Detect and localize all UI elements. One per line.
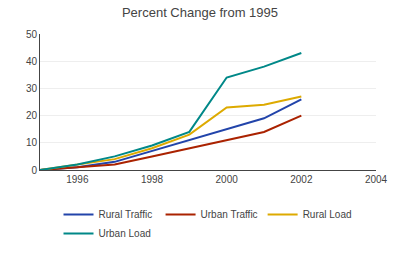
svg-text:Rural Traffic: Rural Traffic [99,209,153,220]
svg-text:30: 30 [26,83,38,94]
svg-text:40: 40 [26,56,38,67]
svg-text:Percent Change from 1995: Percent Change from 1995 [122,5,278,20]
svg-text:1998: 1998 [141,174,164,185]
svg-text:20: 20 [26,110,38,121]
svg-text:50: 50 [26,29,38,40]
svg-text:2000: 2000 [216,174,239,185]
svg-text:Rural Load: Rural Load [303,209,352,220]
svg-text:Urban Traffic: Urban Traffic [201,209,258,220]
svg-text:10: 10 [26,137,38,148]
svg-text:1996: 1996 [66,174,89,185]
svg-text:2004: 2004 [365,174,388,185]
svg-text:2002: 2002 [290,174,313,185]
svg-text:Urban Load: Urban Load [99,228,151,239]
svg-text:0: 0 [31,165,37,176]
